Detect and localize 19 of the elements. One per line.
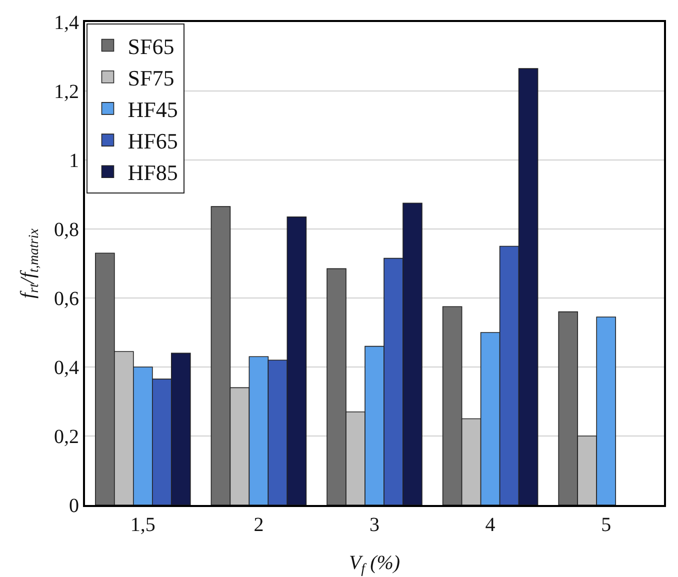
y-tick-label: 0,6 bbox=[54, 288, 79, 310]
x-tick-label: 1,5 bbox=[130, 514, 156, 536]
y-tick-label: 1,2 bbox=[54, 81, 79, 103]
legend-label: SF65 bbox=[128, 34, 174, 59]
y-tick-label: 1,4 bbox=[54, 12, 79, 34]
y-tick-label: 0,8 bbox=[54, 219, 79, 241]
legend-label: HF85 bbox=[128, 160, 178, 186]
legend-label: HF45 bbox=[128, 97, 178, 122]
legend-label: HF65 bbox=[128, 128, 178, 154]
x-tick-label: 3 bbox=[370, 514, 380, 536]
y-tick-label: 0 bbox=[69, 495, 79, 517]
y-tick-label: 1 bbox=[69, 150, 79, 172]
y-tick-label: 0,2 bbox=[54, 426, 79, 448]
x-axis-title: V$_{f}$ (%) bbox=[348, 552, 400, 577]
y-tick-label: 0,4 bbox=[54, 357, 79, 379]
x-tick-label: 4 bbox=[485, 514, 496, 536]
legend-label: SF75 bbox=[128, 65, 174, 90]
x-tick-label: 2 bbox=[254, 514, 264, 536]
x-tick-label: 5 bbox=[601, 514, 612, 536]
